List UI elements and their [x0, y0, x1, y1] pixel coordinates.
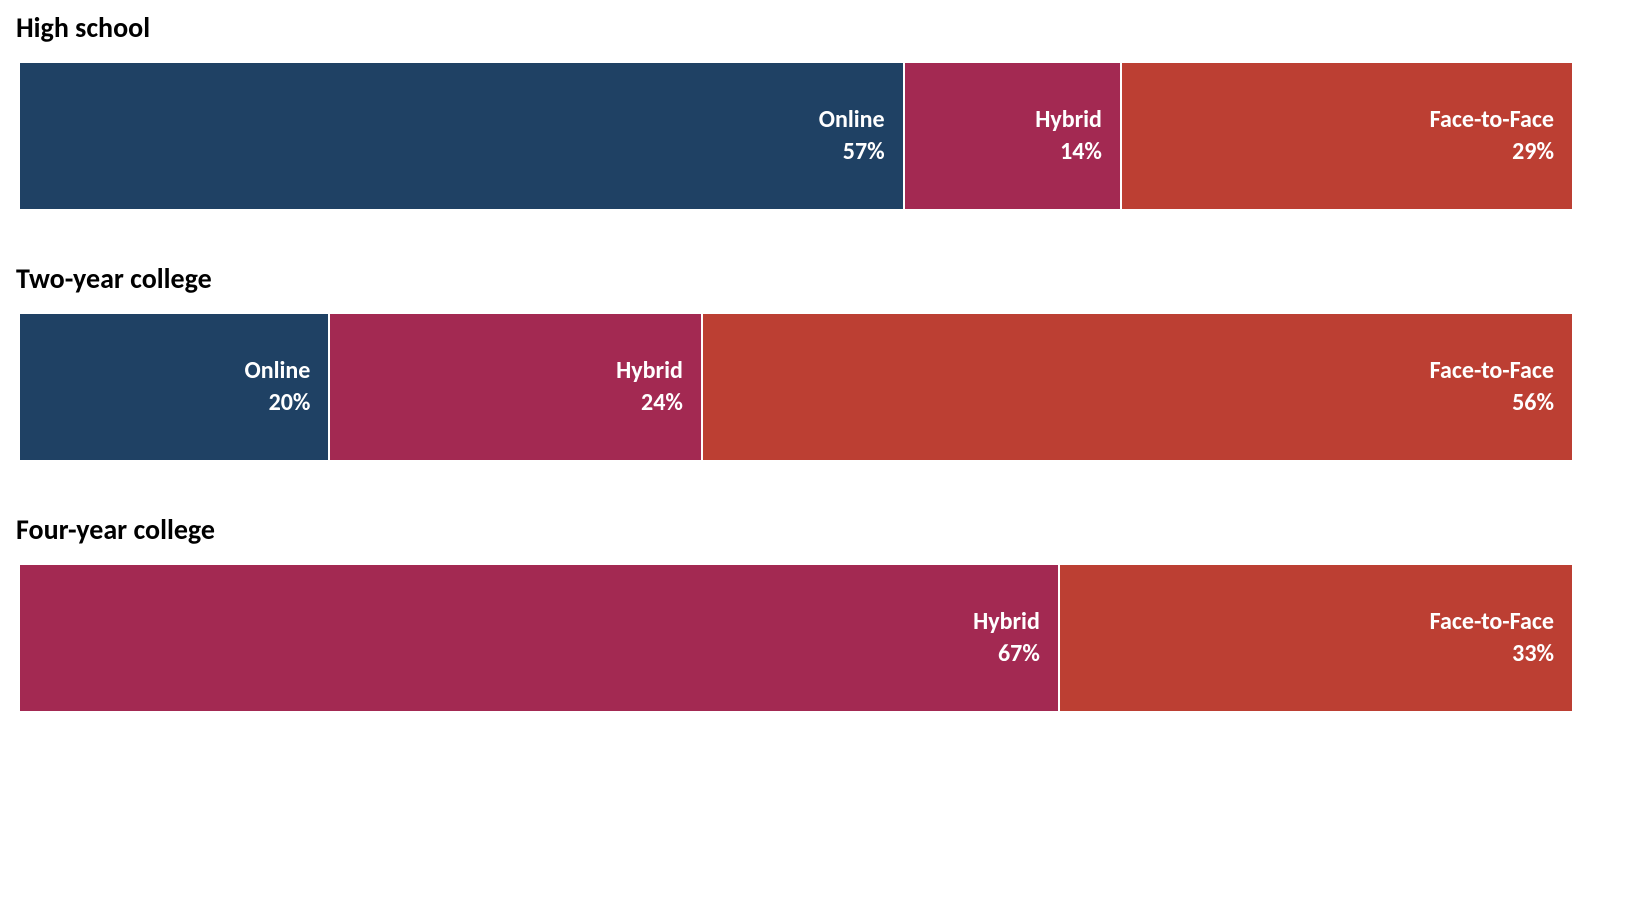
bar-segment-face_to_face: Face-to-Face56% [703, 314, 1572, 460]
bar-segment-online: Online57% [20, 63, 905, 209]
stacked-bar: Online20%Hybrid24%Face-to-Face56% [20, 314, 1572, 460]
stacked-bar-chart: High schoolOnline57%Hybrid14%Face-to-Fac… [20, 10, 1572, 711]
segment-value: 14% [1060, 136, 1102, 168]
segment-label: Face-to-Face [1430, 355, 1554, 387]
segment-value: 67% [998, 638, 1040, 670]
bar-segment-face_to_face: Face-to-Face29% [1122, 63, 1572, 209]
bar-segment-hybrid: Hybrid67% [20, 565, 1060, 711]
bar-segment-online: Online20% [20, 314, 330, 460]
segment-value: 24% [641, 387, 683, 419]
segment-label: Hybrid [1035, 104, 1102, 136]
segment-label: Hybrid [973, 606, 1040, 638]
segment-label: Online [819, 104, 885, 136]
segment-label: Hybrid [616, 355, 683, 387]
segment-value: 29% [1512, 136, 1554, 168]
chart-group-title: Four-year college [16, 512, 1572, 547]
bar-segment-hybrid: Hybrid14% [905, 63, 1122, 209]
chart-group-title: High school [16, 10, 1572, 45]
segment-label: Face-to-Face [1430, 606, 1554, 638]
chart-group: High schoolOnline57%Hybrid14%Face-to-Fac… [20, 10, 1572, 209]
segment-value: 33% [1512, 638, 1554, 670]
chart-group: Two-year collegeOnline20%Hybrid24%Face-t… [20, 261, 1572, 460]
segment-value: 56% [1512, 387, 1554, 419]
stacked-bar: Hybrid67%Face-to-Face33% [20, 565, 1572, 711]
segment-value: 57% [843, 136, 885, 168]
segment-label: Online [245, 355, 311, 387]
chart-group: Four-year collegeHybrid67%Face-to-Face33… [20, 512, 1572, 711]
segment-value: 20% [269, 387, 311, 419]
stacked-bar: Online57%Hybrid14%Face-to-Face29% [20, 63, 1572, 209]
segment-label: Face-to-Face [1430, 104, 1554, 136]
chart-group-title: Two-year college [16, 261, 1572, 296]
bar-segment-face_to_face: Face-to-Face33% [1060, 565, 1572, 711]
bar-segment-hybrid: Hybrid24% [330, 314, 702, 460]
